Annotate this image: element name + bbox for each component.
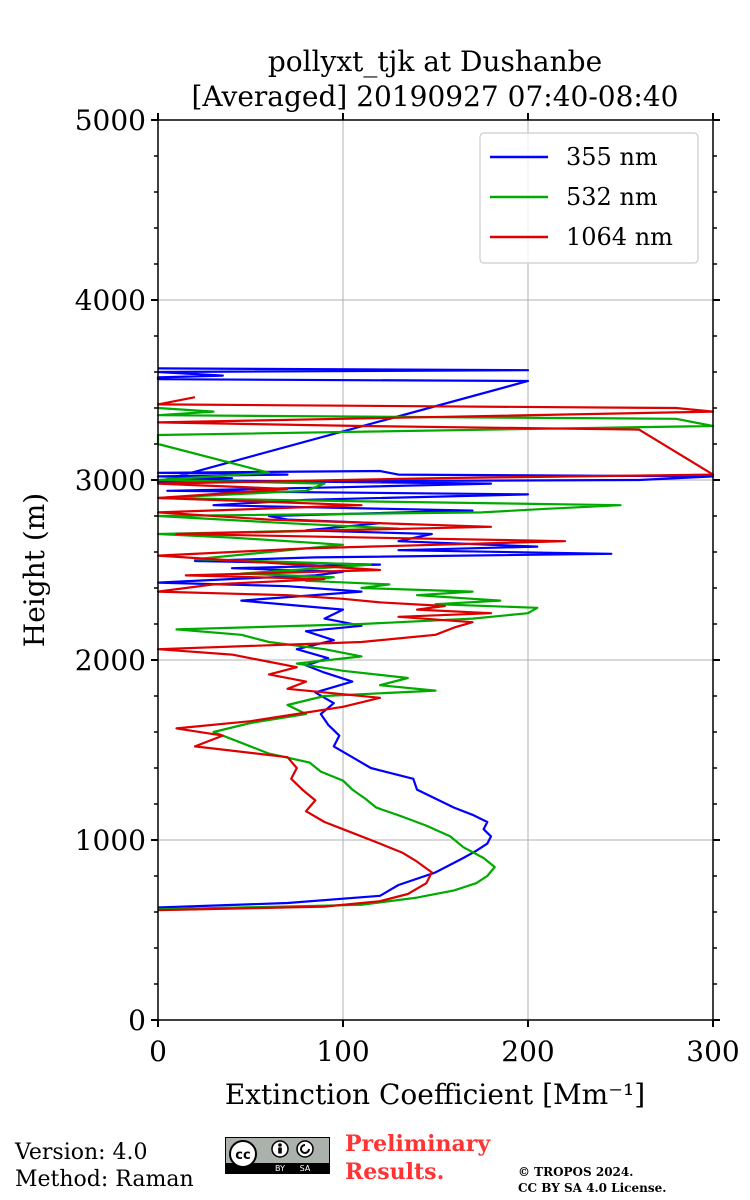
- preliminary-notice: Preliminary Results.: [345, 1130, 490, 1186]
- plot-frame: [157, 119, 714, 1021]
- sa-label: SA: [300, 1164, 311, 1173]
- series-line-355-nm: [156, 367, 715, 909]
- x-tick-label: 100: [316, 1035, 369, 1068]
- x-axis-label: Extinction Coefficient [Mm⁻¹]: [225, 1078, 645, 1111]
- series-line-1064-nm: [156, 396, 715, 912]
- x-tick-label: 300: [686, 1035, 739, 1068]
- y-tick-label: 4000: [75, 284, 146, 317]
- x-tick-label: 200: [501, 1035, 554, 1068]
- legend-label-532: 532 nm: [566, 183, 658, 211]
- series-layer: [156, 367, 715, 912]
- copyright-line1: © TROPOS 2024.: [518, 1165, 634, 1179]
- method-text: Method: Raman: [15, 1167, 194, 1192]
- y-tick-label: 0: [128, 1004, 146, 1037]
- legend-label-1064: 1064 nm: [566, 223, 673, 251]
- y-axis-label: Height (m): [18, 493, 51, 647]
- y-tick-label: 5000: [75, 104, 146, 137]
- y-tick-label: 1000: [75, 824, 146, 857]
- sa-share-icon: [296, 1140, 314, 1158]
- version-text: Version: 4.0: [15, 1140, 148, 1165]
- legend-box: [479, 132, 699, 264]
- chart-subtitle: [Averaged] 20190927 07:40-08:40: [192, 80, 679, 113]
- by-label: BY: [275, 1164, 285, 1173]
- cc-text: cc: [235, 1148, 250, 1163]
- copyright-line2: CC BY SA 4.0 License.: [518, 1181, 667, 1195]
- preliminary-line2: Results.: [345, 1159, 445, 1185]
- legend-label-355: 355 nm: [566, 143, 658, 171]
- y-tick-label: 2000: [75, 644, 146, 677]
- chart-title: pollyxt_tjk at Dushanbe: [268, 45, 602, 78]
- legend: 355 nm 532 nm 1064 nm: [479, 132, 699, 264]
- x-tick-label: 0: [149, 1035, 167, 1068]
- y-tick-label: 3000: [75, 464, 146, 497]
- copyright-notice: © TROPOS 2024. CC BY SA 4.0 License.: [518, 1164, 666, 1196]
- cc-icon: [229, 1140, 257, 1168]
- cc-license-badge: cc BY SA: [225, 1137, 330, 1174]
- preliminary-line1: Preliminary: [345, 1131, 491, 1157]
